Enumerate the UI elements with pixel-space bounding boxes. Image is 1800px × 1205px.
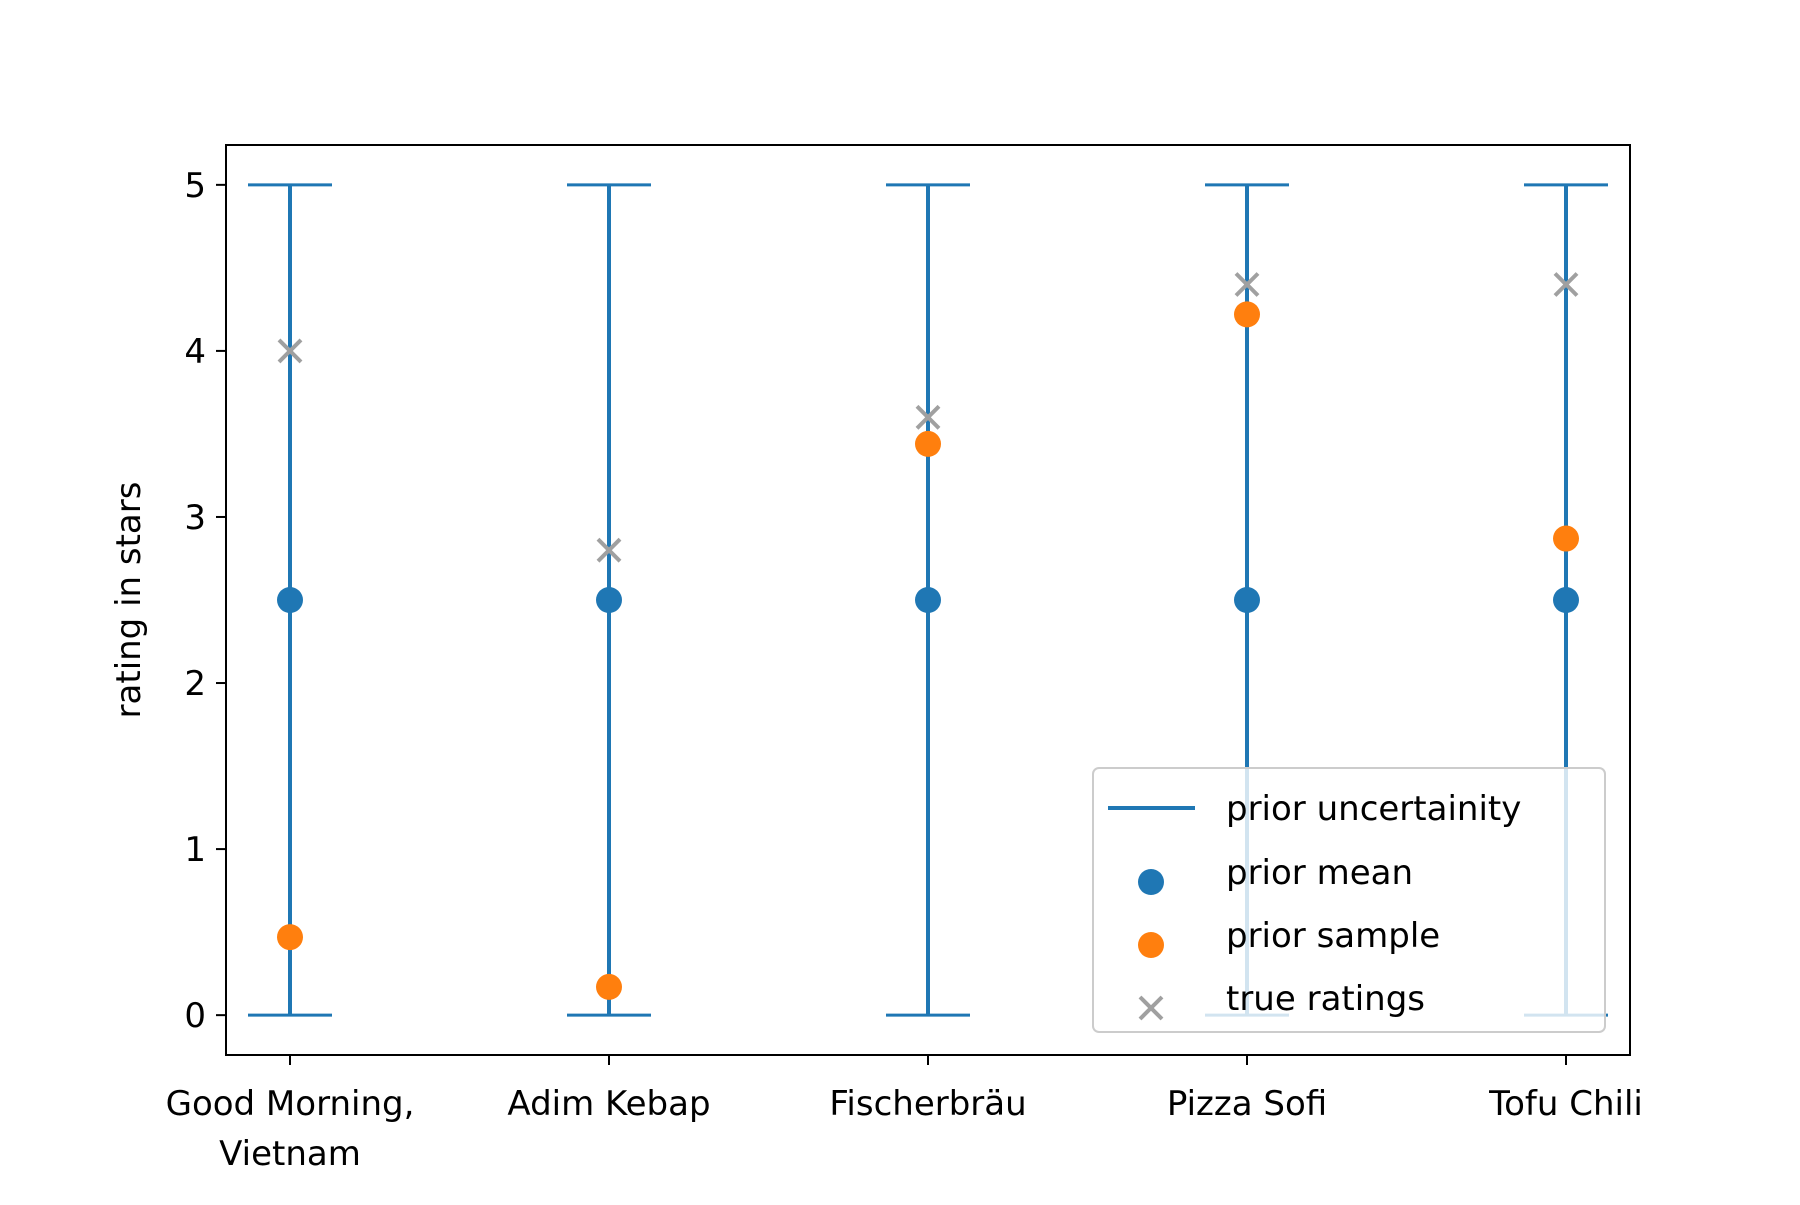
x-tick-label-2-0: Fischerbräu xyxy=(829,1084,1026,1124)
legend-marker-cross xyxy=(1138,995,1164,1021)
legend-label-3: true ratings xyxy=(1226,979,1425,1019)
legend-box xyxy=(1092,767,1606,1033)
y-tick-label-0: 0 xyxy=(184,996,206,1036)
legend: prior uncertainity prior mean prior sample… xyxy=(1092,767,1606,1033)
prior-mean-point-1 xyxy=(596,587,622,613)
y-axis-label: rating in stars xyxy=(109,482,149,719)
legend-entry-3: true ratings xyxy=(1138,979,1425,1021)
legend-label-2: prior sample xyxy=(1226,916,1440,956)
prior-sample-point-1 xyxy=(596,973,622,1000)
true-rating-point-1 xyxy=(596,537,622,563)
true-rating-point-2 xyxy=(915,404,941,430)
legend-marker-dot-2 xyxy=(1138,932,1164,958)
y-tick-label-2: 2 xyxy=(184,664,206,704)
x-tick-label-0-0: Good Morning, xyxy=(166,1084,415,1124)
legend-label-1: prior mean xyxy=(1226,853,1413,893)
true-rating-point-3 xyxy=(1234,272,1260,297)
y-tick-label-4: 4 xyxy=(184,332,206,372)
true-rating-point-0 xyxy=(277,338,303,364)
prior-sample-point-0 xyxy=(277,924,303,951)
legend-marker-cross-stroke-b xyxy=(1138,995,1164,1021)
true-rating-point-3-stroke-b xyxy=(1234,272,1260,297)
x-tick-label-1-0: Adim Kebap xyxy=(507,1084,710,1124)
prior-sample-point-3 xyxy=(1234,301,1260,328)
prior-mean-point-0 xyxy=(277,587,303,613)
legend-entry-2: prior sample xyxy=(1138,916,1440,958)
prior-sample-point-2 xyxy=(915,430,941,457)
x-tick-label-3-0: Pizza Sofi xyxy=(1167,1084,1327,1124)
true-rating-point-2-stroke-b xyxy=(915,404,941,430)
y-tick-label-5: 5 xyxy=(184,166,206,206)
y-tick-label-3: 3 xyxy=(184,498,206,538)
true-rating-point-0-stroke-b xyxy=(277,338,303,364)
true-rating-point-4 xyxy=(1553,272,1579,297)
axes: 0 1 2 3 4 5 Good Morning, Vietnam Adim Kebap Fisc… xyxy=(166,166,1643,1174)
true-rating-point-4-stroke-b xyxy=(1553,272,1579,297)
legend-entry-1: prior mean xyxy=(1138,853,1413,895)
prior-mean-point-3 xyxy=(1234,587,1260,613)
prior-mean-point-2 xyxy=(915,587,941,613)
prior-mean-point-4 xyxy=(1553,587,1579,613)
legend-label-0: prior uncertainity xyxy=(1226,789,1521,829)
legend-marker-dot-1 xyxy=(1138,869,1164,895)
y-tick-label-1: 1 xyxy=(184,830,206,870)
legend-entry-0: prior uncertainity xyxy=(1108,789,1521,829)
x-tick-label-4-0: Tofu Chili xyxy=(1488,1084,1643,1124)
true-rating-point-1-stroke-b xyxy=(596,537,622,563)
x-tick-label-0-1: Vietnam xyxy=(219,1134,361,1174)
prior-sample-point-4 xyxy=(1553,525,1579,552)
